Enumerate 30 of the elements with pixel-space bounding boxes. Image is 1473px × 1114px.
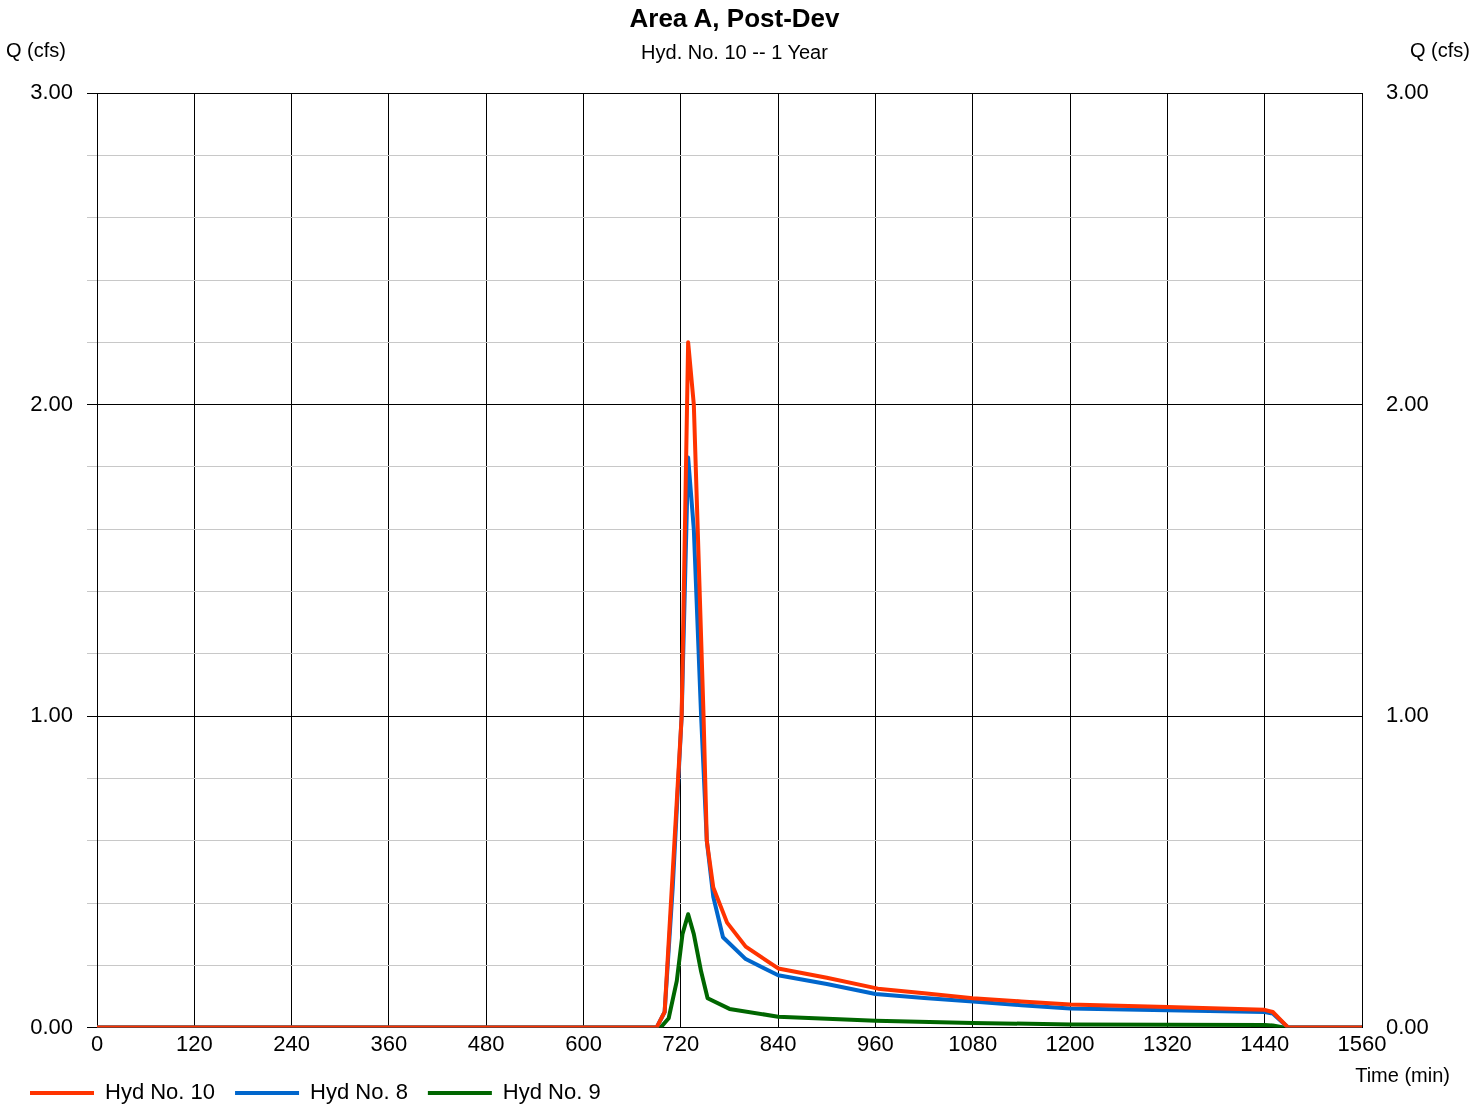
x-tick-label: 840: [759, 1030, 797, 1056]
x-tick-label: 1200: [1045, 1030, 1095, 1056]
y-tick-label: 3.00: [30, 79, 73, 105]
legend-label: Hyd No. 9: [502, 1079, 601, 1105]
y2-tick-label: 2.00: [1386, 390, 1429, 416]
chart-subtitle: Hyd. No. 10 -- 1 Year: [641, 40, 829, 63]
x-tick-label: 600: [565, 1030, 602, 1056]
y-axis-title: Q (cfs): [6, 38, 66, 61]
y2-tick-label: 3.00: [1386, 79, 1429, 105]
y-tick-label: 2.00: [30, 390, 73, 416]
legend-label: Hyd No. 8: [310, 1079, 408, 1105]
y-tick-label: 1.00: [30, 702, 73, 728]
y-tick-label: 0.00: [30, 1013, 73, 1039]
chart-title: Area A, Post-Dev: [629, 2, 841, 33]
x-tick-label: 960: [857, 1030, 894, 1056]
x-tick-label: 1320: [1142, 1030, 1192, 1056]
y2-axis-title: Q (cfs): [1410, 38, 1470, 61]
x-axis-title: Time (min): [1355, 1063, 1450, 1086]
y2-tick-label: 0.00: [1386, 1013, 1429, 1039]
x-tick-label: 720: [662, 1030, 700, 1056]
x-tick-label: 360: [370, 1030, 408, 1056]
x-tick-label: 480: [467, 1030, 505, 1056]
y2-tick-label: 1.00: [1386, 702, 1429, 728]
x-tick-label: 120: [175, 1030, 213, 1056]
x-tick-label: 1560: [1337, 1030, 1387, 1056]
x-tick-label: 0: [90, 1030, 104, 1056]
x-tick-label: 1440: [1240, 1030, 1290, 1056]
legend-label: Hyd No. 10: [105, 1079, 216, 1105]
x-tick-label: 1080: [948, 1030, 998, 1056]
x-tick-label: 240: [273, 1030, 310, 1056]
